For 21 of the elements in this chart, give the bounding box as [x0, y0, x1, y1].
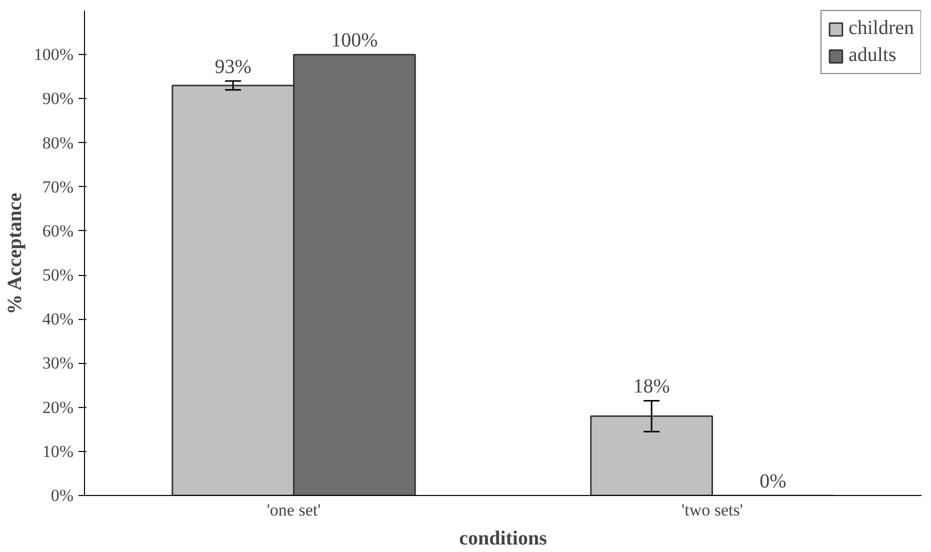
y-tick-label: 50% [42, 266, 74, 285]
y-tick-label: 40% [42, 310, 74, 329]
y-axis-title: % Acceptance [4, 192, 26, 314]
y-tick-label: 60% [42, 221, 74, 240]
y-tick-label: 20% [42, 398, 74, 417]
x-tick-label: 'two sets' [682, 500, 743, 520]
data-label: 93% [214, 56, 252, 78]
legend-label: adults [848, 44, 896, 67]
y-tick-label: 70% [42, 177, 74, 196]
y-tick-label: 10% [42, 442, 74, 461]
data-label: 100% [331, 30, 378, 52]
x-tick-label: 'one set' [266, 500, 321, 520]
data-label: 18% [633, 376, 670, 398]
x-axis-title: conditions [459, 528, 548, 550]
y-tick-label: 100% [34, 45, 74, 64]
y-tick-label: 0% [50, 486, 74, 505]
y-tick-label: 80% [42, 133, 74, 152]
y-tick-label: 30% [42, 354, 74, 373]
data-label: 0% [760, 470, 786, 492]
y-tick-label: 90% [42, 89, 74, 108]
legend-label: children [848, 17, 914, 40]
